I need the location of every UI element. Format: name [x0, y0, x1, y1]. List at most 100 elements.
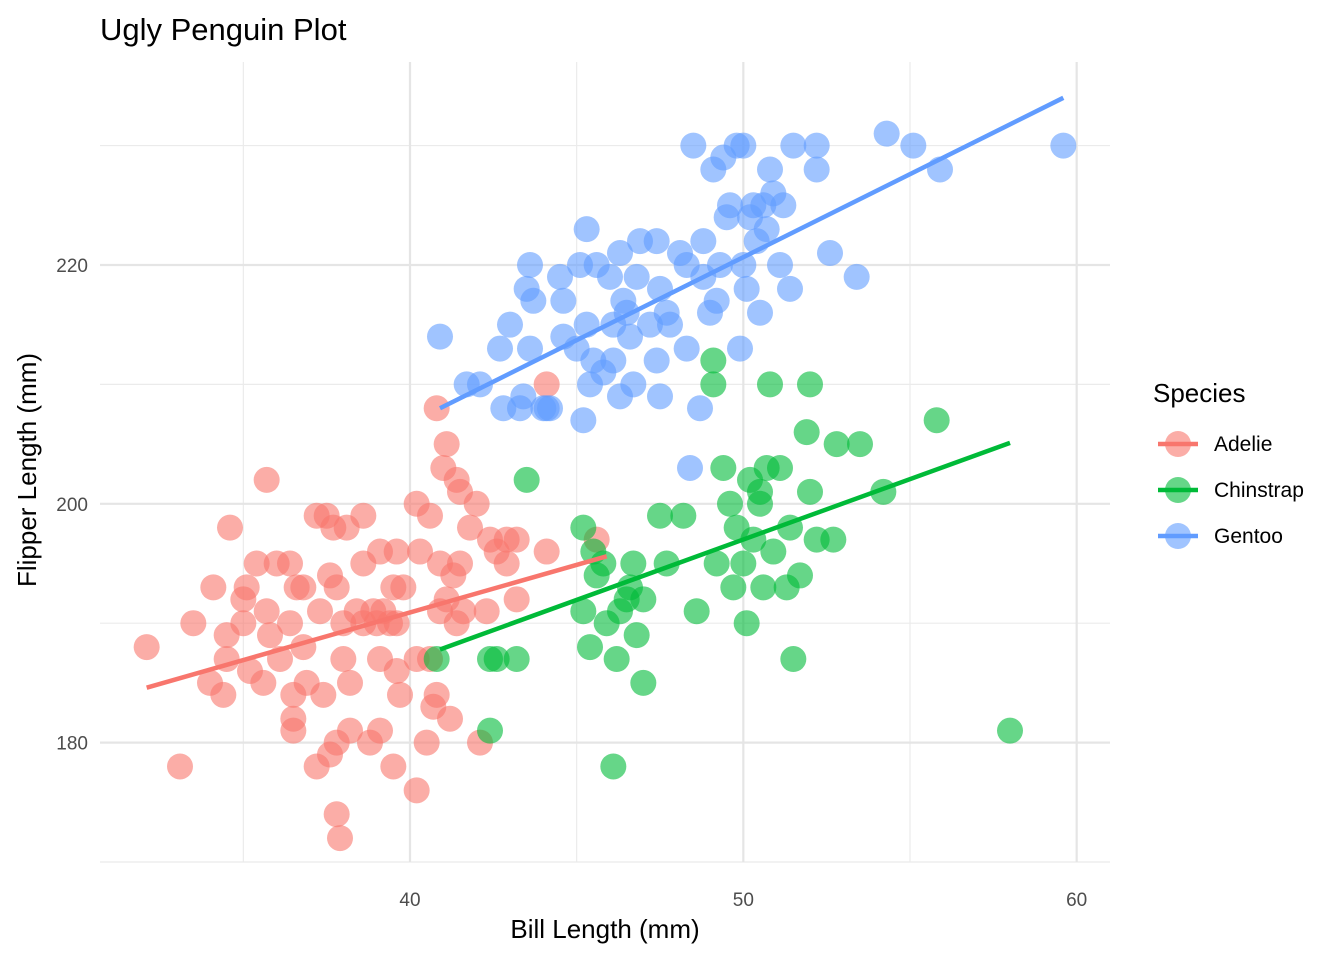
- chart-title: Ugly Penguin Plot: [100, 12, 347, 47]
- data-point-chinstrap: [700, 347, 727, 374]
- data-point-gentoo: [600, 347, 627, 374]
- trend-line-chinstrap: [439, 440, 1011, 652]
- data-point-adelie: [327, 825, 353, 852]
- data-point-adelie: [503, 586, 530, 613]
- data-point-gentoo: [900, 132, 927, 159]
- data-point-gentoo: [677, 454, 703, 481]
- data-point-adelie: [230, 610, 257, 637]
- data-point-gentoo: [517, 335, 543, 362]
- data-point-chinstrap: [730, 550, 757, 577]
- data-point-gentoo: [1050, 132, 1077, 159]
- data-point-gentoo: [703, 287, 730, 314]
- data-point-adelie: [310, 681, 337, 708]
- data-point-chinstrap: [570, 598, 597, 625]
- data-point-chinstrap: [513, 466, 540, 493]
- data-point-gentoo: [757, 156, 783, 183]
- data-point-adelie: [280, 717, 307, 744]
- data-point-chinstrap: [787, 562, 813, 589]
- data-point-chinstrap: [630, 586, 657, 613]
- x-tick-label: 60: [1066, 890, 1087, 911]
- data-point-gentoo: [733, 275, 760, 302]
- y-tick-label: 180: [56, 734, 88, 755]
- data-point-chinstrap: [590, 550, 617, 577]
- data-point-adelie: [447, 550, 473, 577]
- tick-labels: 40 50 60 180 200 220: [56, 256, 1087, 911]
- data-point-adelie: [473, 598, 500, 625]
- data-point-adelie: [253, 598, 280, 625]
- data-point-chinstrap: [700, 371, 727, 398]
- data-point-gentoo: [717, 192, 743, 219]
- data-point-gentoo: [597, 263, 623, 290]
- data-point-adelie: [323, 801, 350, 828]
- data-point-adelie: [210, 681, 237, 708]
- data-point-chinstrap: [703, 550, 730, 577]
- data-point-chinstrap: [717, 490, 743, 517]
- data-point-chinstrap: [683, 598, 710, 625]
- data-point-adelie: [403, 777, 430, 804]
- trend-line-gentoo: [438, 95, 1065, 411]
- data-point-chinstrap: [750, 574, 777, 601]
- trend-lines: [146, 95, 1065, 690]
- y-tick-label: 200: [56, 495, 88, 516]
- data-point-adelie: [417, 502, 443, 529]
- x-axis-title: Bill Length (mm): [510, 914, 699, 944]
- data-point-gentoo: [517, 251, 543, 278]
- data-point-adelie: [413, 729, 440, 756]
- data-point-gentoo: [520, 287, 547, 314]
- data-point-adelie: [533, 538, 560, 565]
- data-point-chinstrap: [793, 419, 820, 446]
- y-axis-title: Flipper Length (mm): [12, 353, 42, 587]
- data-point-gentoo: [873, 120, 900, 147]
- data-point-adelie: [307, 598, 333, 625]
- data-point-gentoo: [570, 407, 597, 434]
- data-point-adelie: [243, 550, 270, 577]
- data-point-chinstrap: [767, 454, 793, 481]
- data-point-chinstrap: [603, 646, 630, 673]
- data-point-gentoo: [690, 228, 717, 255]
- data-point-chinstrap: [733, 610, 760, 637]
- legend-title: Species: [1153, 378, 1246, 408]
- data-point-gentoo: [803, 132, 830, 159]
- data-point-gentoo: [647, 383, 673, 410]
- data-point-adelie: [380, 753, 407, 780]
- data-point-gentoo: [607, 240, 633, 267]
- data-point-chinstrap: [423, 646, 450, 673]
- data-point-chinstrap: [620, 550, 647, 577]
- data-point-chinstrap: [600, 753, 627, 780]
- data-point-gentoo: [747, 299, 773, 326]
- data-point-chinstrap: [780, 646, 807, 673]
- data-point-chinstrap: [483, 646, 510, 673]
- data-point-gentoo: [573, 216, 600, 243]
- data-point-chinstrap: [623, 622, 650, 649]
- data-point-gentoo: [623, 263, 650, 290]
- data-point-adelie: [337, 669, 363, 696]
- data-point-chinstrap: [477, 717, 503, 744]
- data-point-adelie: [250, 669, 277, 696]
- data-point-chinstrap: [823, 431, 850, 458]
- data-point-gentoo: [727, 335, 753, 362]
- data-point-adelie: [290, 574, 317, 601]
- data-point-adelie: [133, 634, 160, 661]
- data-point-gentoo: [673, 335, 700, 362]
- data-point-gentoo: [547, 263, 573, 290]
- data-point-chinstrap: [630, 669, 657, 696]
- data-point-adelie: [257, 622, 283, 649]
- data-point-adelie: [433, 431, 460, 458]
- data-point-chinstrap: [997, 717, 1023, 744]
- data-point-adelie: [277, 550, 303, 577]
- points: [133, 120, 1077, 852]
- data-point-adelie: [337, 717, 363, 744]
- data-point-adelie: [423, 395, 450, 422]
- data-point-adelie: [217, 514, 243, 541]
- data-point-adelie: [493, 550, 520, 577]
- legend: Species Adelie Chinstrap Gentoo: [1153, 378, 1304, 549]
- data-point-gentoo: [550, 287, 577, 314]
- data-point-adelie: [390, 574, 417, 601]
- data-point-gentoo: [487, 335, 513, 362]
- data-point-gentoo: [510, 383, 537, 410]
- trend-line-adelie: [146, 554, 608, 690]
- x-tick-label: 50: [733, 890, 754, 911]
- data-point-chinstrap: [577, 634, 603, 661]
- data-point-gentoo: [657, 311, 683, 338]
